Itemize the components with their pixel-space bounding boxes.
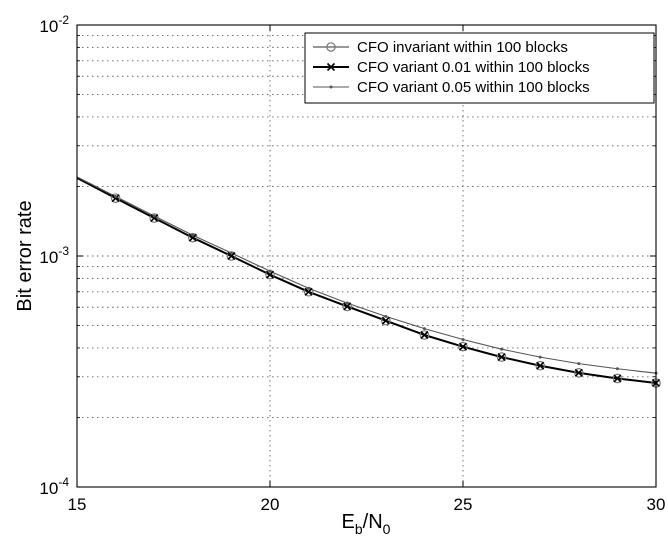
series-point-x	[343, 302, 352, 311]
x-tick-label: 25	[454, 495, 473, 514]
series-point-x	[227, 251, 236, 261]
series-point-circle	[496, 352, 507, 362]
series-point-x-stroke	[536, 361, 545, 370]
series-line	[76, 176, 657, 384]
series-point-x	[188, 233, 197, 242]
series-point-dot	[229, 251, 233, 255]
series-point-x	[420, 330, 429, 340]
series-point-x	[150, 213, 159, 223]
series-point-circle	[535, 360, 545, 371]
series-point-x-stroke	[574, 368, 583, 377]
x-tick-label: 20	[261, 495, 280, 514]
series-point-x	[574, 368, 583, 377]
series-point-x	[265, 270, 275, 279]
series-point-dot	[268, 269, 272, 273]
series-point-x	[497, 353, 506, 362]
series-point-dot	[345, 301, 349, 305]
series-point-x-stroke	[458, 342, 468, 351]
series-line	[76, 177, 657, 384]
series-lines	[76, 176, 657, 384]
series-point-circle	[573, 368, 584, 378]
series-point-dot	[384, 314, 388, 318]
series-point-dot	[615, 367, 619, 371]
series-point-x-stroke	[265, 270, 275, 279]
y-axis-label: Bit error rate	[14, 200, 36, 311]
series-point-circle	[110, 193, 121, 203]
series-point-x-stroke	[343, 302, 352, 311]
series-point-x-stroke	[111, 194, 120, 203]
series-point-circle	[188, 232, 198, 243]
legend-box	[304, 32, 655, 104]
series-point-dot	[500, 347, 504, 351]
series-point-x	[613, 374, 622, 383]
series-point-dot	[461, 338, 465, 342]
series-line	[76, 176, 657, 374]
y-tick-label: 10-2	[39, 13, 69, 36]
series-point-x	[304, 287, 313, 296]
series-point-x	[111, 194, 120, 203]
series-point-circle	[149, 213, 159, 223]
series-point-x-stroke	[304, 287, 313, 296]
series-point-x	[536, 361, 545, 370]
series-point-x-stroke	[227, 251, 236, 261]
legend-label: CFO invariant within 100 blocks	[357, 39, 568, 56]
series-point-dot	[577, 362, 581, 366]
axis-ticks: 15 20 25 30 10-4 10-3 10-2	[39, 13, 665, 514]
legend-label: CFO variant 0.01 within 100 blocks	[357, 59, 590, 76]
x-axis-label: Eb/N0	[342, 511, 391, 537]
series-point-circle	[612, 373, 623, 384]
series-point-x-stroke	[150, 213, 159, 223]
legend: CFO invariant within 100 blocks CFO varia…	[304, 32, 655, 104]
series-point-x-stroke	[188, 233, 197, 242]
series-point-x	[326, 62, 336, 72]
series-point-circle	[326, 42, 336, 52]
series-point-x-stroke	[326, 62, 336, 72]
series-point-dot	[114, 194, 118, 198]
series-point-circle	[458, 341, 468, 352]
series-point-x	[458, 342, 468, 351]
series-point-x	[381, 316, 390, 325]
series-point-dot	[307, 286, 311, 290]
series-point-dot	[191, 233, 195, 237]
grid	[77, 25, 656, 487]
y-tick-label: 10-3	[39, 244, 69, 267]
series-point-x-stroke	[613, 374, 622, 383]
series-point-dot	[152, 214, 156, 218]
x-tick-label: 15	[68, 495, 87, 514]
series-markers	[110, 193, 661, 388]
series-point-x-stroke	[420, 330, 429, 340]
y-tick-label: 10-4	[39, 475, 69, 498]
series-point-dot	[422, 327, 426, 331]
series-point-x-stroke	[497, 353, 506, 362]
series-point-circle	[419, 330, 430, 340]
series-point-dot	[538, 355, 542, 359]
x-tick-label: 30	[647, 495, 666, 514]
legend-label: CFO variant 0.05 within 100 blocks	[357, 79, 590, 96]
series-point-dot	[329, 85, 333, 89]
series-point-x-stroke	[381, 316, 390, 325]
